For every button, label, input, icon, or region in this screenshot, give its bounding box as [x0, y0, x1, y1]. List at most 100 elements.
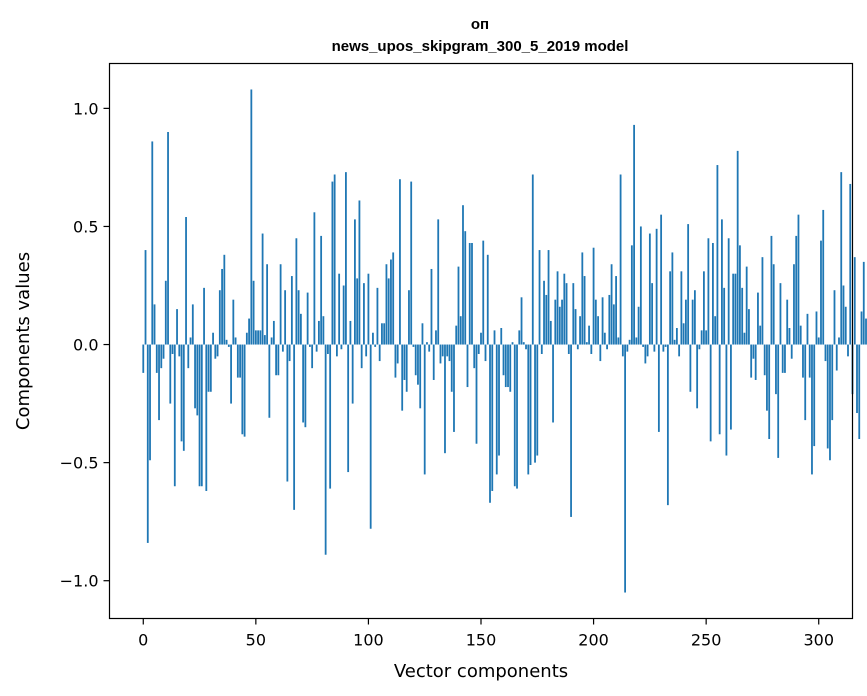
bar — [302, 344, 305, 423]
bar — [691, 299, 694, 345]
bar — [707, 238, 710, 345]
bar — [531, 174, 534, 345]
bar — [518, 330, 521, 345]
bar — [833, 290, 836, 345]
bar — [594, 299, 597, 345]
bar — [308, 344, 311, 347]
bar — [322, 316, 325, 345]
y-tick-label: −0.5 — [60, 454, 99, 473]
bar — [284, 290, 287, 345]
bar — [761, 257, 764, 345]
bar — [151, 141, 154, 345]
bar — [216, 344, 219, 357]
bar — [781, 344, 784, 373]
bar — [759, 325, 762, 345]
bar — [378, 344, 381, 362]
bar — [250, 89, 253, 345]
bar — [176, 309, 178, 345]
bar — [324, 344, 327, 555]
bar — [169, 344, 172, 404]
bar — [218, 290, 221, 345]
bar — [502, 344, 505, 376]
bar — [606, 344, 608, 350]
bar — [290, 276, 293, 345]
bar — [171, 344, 174, 354]
bar — [558, 306, 561, 345]
bar — [856, 344, 858, 414]
bar — [342, 285, 345, 345]
bar — [723, 287, 726, 345]
bar — [446, 344, 449, 357]
bar — [842, 285, 845, 345]
bar — [153, 304, 156, 345]
bar — [527, 344, 530, 475]
bar — [671, 252, 674, 345]
bar — [543, 280, 545, 345]
bar — [633, 124, 635, 345]
bar — [529, 344, 532, 465]
bar — [822, 209, 825, 345]
bar — [272, 320, 275, 345]
bar — [536, 344, 539, 456]
bar — [275, 344, 278, 376]
bar — [396, 344, 399, 364]
bar — [563, 273, 566, 345]
bar — [804, 344, 807, 421]
bar — [482, 240, 485, 345]
bar — [653, 344, 656, 352]
bar — [646, 344, 649, 357]
bar — [576, 344, 579, 350]
bar — [441, 344, 444, 357]
bar — [556, 271, 559, 345]
bar — [718, 344, 721, 435]
bar — [624, 344, 626, 593]
bar — [372, 332, 374, 345]
bar — [790, 344, 793, 359]
bar — [561, 299, 563, 345]
bar — [777, 344, 780, 458]
bar — [369, 344, 372, 529]
bar — [802, 344, 804, 378]
bar — [684, 299, 687, 345]
bar — [464, 231, 467, 345]
bar — [680, 271, 683, 345]
bar — [462, 205, 464, 345]
bar — [615, 276, 617, 345]
bar — [642, 344, 645, 347]
bar — [628, 339, 631, 345]
bar — [241, 344, 244, 435]
bar — [198, 344, 201, 487]
bar — [392, 252, 395, 345]
bar — [385, 264, 388, 345]
bar — [207, 344, 210, 392]
bar — [261, 233, 264, 345]
bar — [579, 316, 581, 345]
bar — [565, 283, 568, 345]
bar — [612, 304, 615, 345]
bar — [862, 261, 865, 345]
bar — [230, 344, 232, 404]
bar — [554, 299, 557, 345]
x-tick-label: 50 — [246, 631, 266, 650]
bar — [748, 309, 750, 345]
bar — [786, 299, 789, 345]
bar — [639, 226, 642, 345]
bar — [196, 344, 199, 416]
x-tick-label: 200 — [578, 631, 609, 650]
bar — [248, 318, 250, 345]
bar — [619, 174, 622, 345]
bar — [243, 344, 246, 437]
y-tick-label: 1.0 — [73, 99, 98, 118]
bar — [495, 344, 498, 475]
bar — [775, 344, 777, 395]
bar — [799, 325, 802, 345]
bar — [471, 242, 473, 345]
bar — [588, 325, 590, 345]
bar — [297, 290, 300, 345]
bar — [360, 344, 363, 369]
bar — [693, 290, 696, 345]
bar — [657, 344, 660, 432]
bar — [849, 183, 852, 345]
bar — [585, 342, 588, 345]
